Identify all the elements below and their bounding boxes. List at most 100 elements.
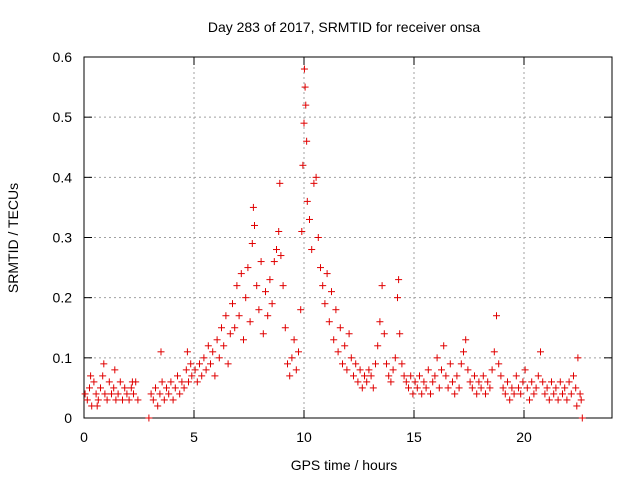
data-point	[255, 306, 263, 314]
data-point	[477, 384, 485, 392]
data-point	[308, 246, 316, 254]
data-point	[508, 384, 516, 392]
data-point	[341, 342, 349, 350]
data-point	[539, 378, 547, 386]
x-tick-label: 20	[516, 429, 532, 445]
data-point	[182, 366, 190, 374]
data-point	[486, 384, 494, 392]
data-point	[442, 372, 450, 380]
data-point	[207, 360, 214, 368]
data-point	[395, 276, 403, 284]
y-axis-label: SRMTID / TECUs	[5, 183, 21, 293]
data-point	[484, 378, 492, 386]
data-point	[92, 390, 100, 398]
data-point	[130, 390, 137, 398]
data-point	[314, 234, 322, 241]
data-point	[297, 306, 305, 314]
data-point	[215, 354, 223, 362]
data-point	[165, 390, 173, 398]
data-point	[86, 384, 93, 392]
data-point	[464, 366, 472, 374]
data-point	[94, 396, 102, 404]
data-point	[303, 197, 311, 205]
data-point	[213, 336, 221, 344]
data-point	[242, 294, 250, 302]
data-point	[281, 324, 289, 332]
y-tick-label: 0.5	[53, 109, 73, 125]
data-point	[134, 396, 142, 404]
data-point	[358, 384, 366, 392]
data-point	[167, 378, 175, 386]
y-tick-label: 0.4	[53, 169, 73, 185]
data-point	[301, 83, 309, 91]
data-point	[147, 390, 155, 398]
data-point	[515, 384, 522, 392]
data-point	[231, 324, 239, 332]
data-point	[317, 264, 324, 272]
data-point	[572, 384, 580, 392]
data-point	[512, 372, 520, 380]
data-point	[347, 354, 355, 362]
data-point	[537, 348, 544, 356]
data-point	[249, 203, 257, 211]
data-point	[178, 378, 186, 386]
data-point	[187, 360, 195, 368]
data-point	[262, 288, 269, 296]
data-point	[482, 390, 489, 398]
data-point	[152, 384, 159, 392]
data-point	[97, 384, 104, 392]
chart-title: Day 283 of 2017, SRMTID for receiver ons…	[208, 19, 481, 35]
data-point	[174, 372, 181, 380]
data-point	[334, 348, 342, 356]
data-point	[457, 360, 465, 368]
data-point	[224, 360, 232, 368]
data-point	[116, 378, 124, 386]
data-point	[475, 378, 483, 386]
data-point	[523, 384, 531, 392]
data-point	[407, 372, 415, 380]
data-point	[229, 300, 236, 308]
data-point	[275, 227, 283, 235]
data-point	[345, 330, 353, 338]
data-points	[81, 65, 586, 422]
data-point	[310, 179, 318, 187]
data-point	[188, 372, 196, 380]
data-point	[422, 384, 430, 392]
data-point	[350, 372, 357, 380]
data-point	[128, 378, 136, 386]
data-point	[561, 384, 569, 392]
plot-border	[83, 56, 613, 419]
data-point	[506, 396, 514, 404]
x-tick-label: 5	[190, 429, 198, 445]
data-point	[81, 390, 89, 398]
data-point	[488, 366, 496, 374]
data-point	[185, 378, 192, 386]
data-point	[416, 372, 423, 380]
data-point	[202, 366, 210, 374]
data-point	[396, 330, 404, 338]
data-point	[501, 390, 509, 398]
data-point	[548, 378, 555, 386]
x-tick-label: 15	[406, 429, 422, 445]
data-point	[387, 378, 395, 386]
data-point	[209, 348, 217, 356]
data-point	[264, 312, 272, 320]
data-point	[541, 390, 549, 398]
data-point	[577, 396, 585, 404]
data-point	[361, 372, 368, 380]
data-point	[413, 384, 421, 392]
data-point	[497, 372, 505, 380]
data-point	[125, 396, 133, 404]
data-point	[218, 324, 225, 332]
data-point	[559, 390, 566, 398]
data-point	[332, 306, 340, 314]
data-point	[462, 336, 470, 344]
data-point	[352, 360, 360, 368]
data-point	[284, 360, 291, 368]
data-point	[306, 215, 313, 223]
data-point	[101, 390, 109, 398]
data-point	[389, 366, 397, 374]
data-point	[251, 221, 258, 229]
data-point	[259, 330, 267, 338]
data-point	[339, 360, 346, 368]
